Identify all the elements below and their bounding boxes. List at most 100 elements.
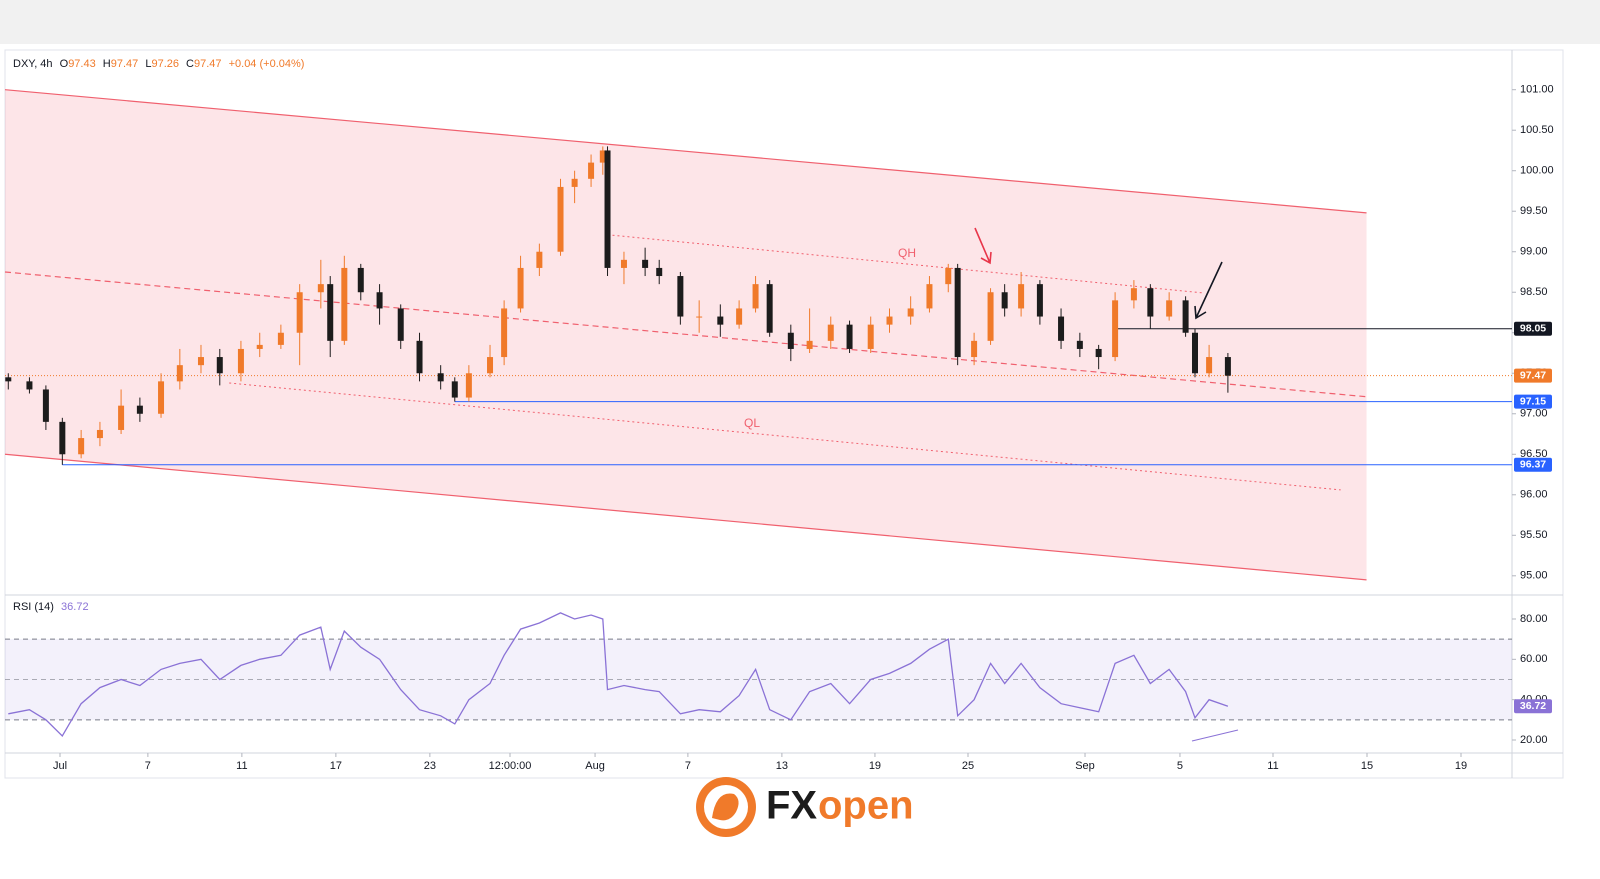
candle-body (736, 308, 743, 325)
y-tick-label: 97.00 (1520, 408, 1548, 420)
candle-body (1076, 340, 1083, 349)
change: +0.04 (+0.04%) (229, 58, 305, 70)
candle-body (656, 267, 663, 277)
y-tick-label: 95.50 (1520, 529, 1548, 541)
logo-fx: FX (766, 784, 817, 828)
candle-body (96, 429, 103, 439)
x-tick-label: 19 (1455, 760, 1467, 772)
x-tick-label: Jul (53, 760, 67, 772)
candle-body (620, 259, 627, 268)
candle-body (317, 284, 324, 293)
high-prefix: H (103, 58, 111, 70)
y-tick-label: 100.50 (1520, 124, 1554, 136)
ql-line (229, 382, 1341, 491)
candle-body (487, 357, 494, 374)
y-tick-label: 96.00 (1520, 489, 1548, 501)
level-label: 97.15 (1520, 395, 1546, 407)
level-badge (1514, 394, 1552, 409)
open-prefix: O (60, 58, 69, 70)
candle-body (42, 389, 49, 422)
black-arrow (1194, 261, 1223, 320)
rsi-tick-label: 80.00 (1520, 613, 1548, 625)
candle-body (1182, 300, 1189, 333)
candle-body (945, 267, 952, 285)
candle-body (717, 316, 724, 325)
plot-layer: QHQL95.0095.5096.0096.5097.0097.5098.009… (4, 84, 1554, 772)
candle-body (604, 150, 611, 268)
candle-body (341, 267, 348, 341)
candle-body (5, 377, 12, 382)
candle-body (465, 373, 472, 398)
divergence-line (1191, 729, 1239, 742)
red-arrow (974, 227, 992, 265)
candle-body (1036, 284, 1043, 317)
candle-body (517, 267, 524, 309)
candle-body (158, 381, 165, 414)
candle-body (599, 150, 606, 163)
close-prefix: C (186, 58, 194, 70)
candle-body (867, 324, 874, 349)
level-label: 98.05 (1520, 322, 1546, 334)
candle-body (696, 316, 703, 318)
candle-body (557, 186, 564, 252)
candle-body (1147, 288, 1154, 317)
candle-body (588, 162, 595, 179)
logo: FX open (696, 777, 914, 837)
qh-label: QH (898, 246, 916, 260)
candle-body (296, 292, 303, 333)
candle-body (416, 340, 423, 374)
candle-body (677, 276, 684, 317)
candle-body (1166, 300, 1173, 317)
candle-body (1224, 357, 1231, 376)
candle-body (1058, 316, 1065, 341)
y-tick-label: 99.50 (1520, 205, 1548, 217)
x-tick-label: Aug (585, 760, 605, 772)
candle-body (26, 381, 33, 390)
low-prefix: L (145, 58, 151, 70)
candle-body (78, 438, 85, 455)
candle-body (1112, 300, 1119, 358)
candle-body (1095, 348, 1102, 358)
candle-body (926, 284, 933, 309)
candle-body (437, 373, 444, 382)
rsi-title: RSI (14) (13, 601, 54, 613)
low-value: 97.26 (151, 58, 179, 70)
high-value: 97.47 (111, 58, 139, 70)
x-tick-label: 11 (236, 760, 247, 772)
level-label: 97.47 (1520, 369, 1546, 381)
candle-body (357, 267, 364, 293)
candle-body (642, 259, 649, 268)
level-label: 96.37 (1520, 459, 1546, 471)
channel-upper (4, 89, 1367, 214)
x-tick-label: 7 (685, 760, 691, 772)
candle-body (886, 316, 893, 325)
candle-body (118, 405, 125, 430)
top-band (0, 0, 1600, 44)
x-tick-label: 17 (330, 760, 342, 772)
candle-body (907, 308, 914, 317)
level-badge (1514, 457, 1552, 472)
candle-body (954, 267, 961, 358)
candle-body (787, 332, 794, 349)
candle-body (1191, 332, 1198, 374)
candle-body (277, 332, 284, 345)
x-tick-label: 15 (1361, 760, 1373, 772)
rsi-header: RSI (14) 36.72 (13, 601, 89, 613)
x-tick-label: 13 (776, 760, 788, 772)
candle-body (216, 357, 223, 374)
candle-body (327, 284, 334, 341)
candle-body (846, 324, 853, 349)
x-tick-label: Sep (1075, 760, 1095, 772)
candle-body (397, 308, 404, 341)
x-tick-label: 19 (869, 760, 881, 772)
channel-lower (4, 453, 1367, 581)
candle-body (1018, 284, 1025, 309)
candle-body (376, 292, 383, 309)
x-tick-label: 5 (1177, 760, 1183, 772)
candle-body (197, 357, 204, 366)
close-value: 97.47 (194, 58, 222, 70)
open-value: 97.43 (68, 58, 96, 70)
rsi-value: 36.72 (61, 601, 89, 613)
